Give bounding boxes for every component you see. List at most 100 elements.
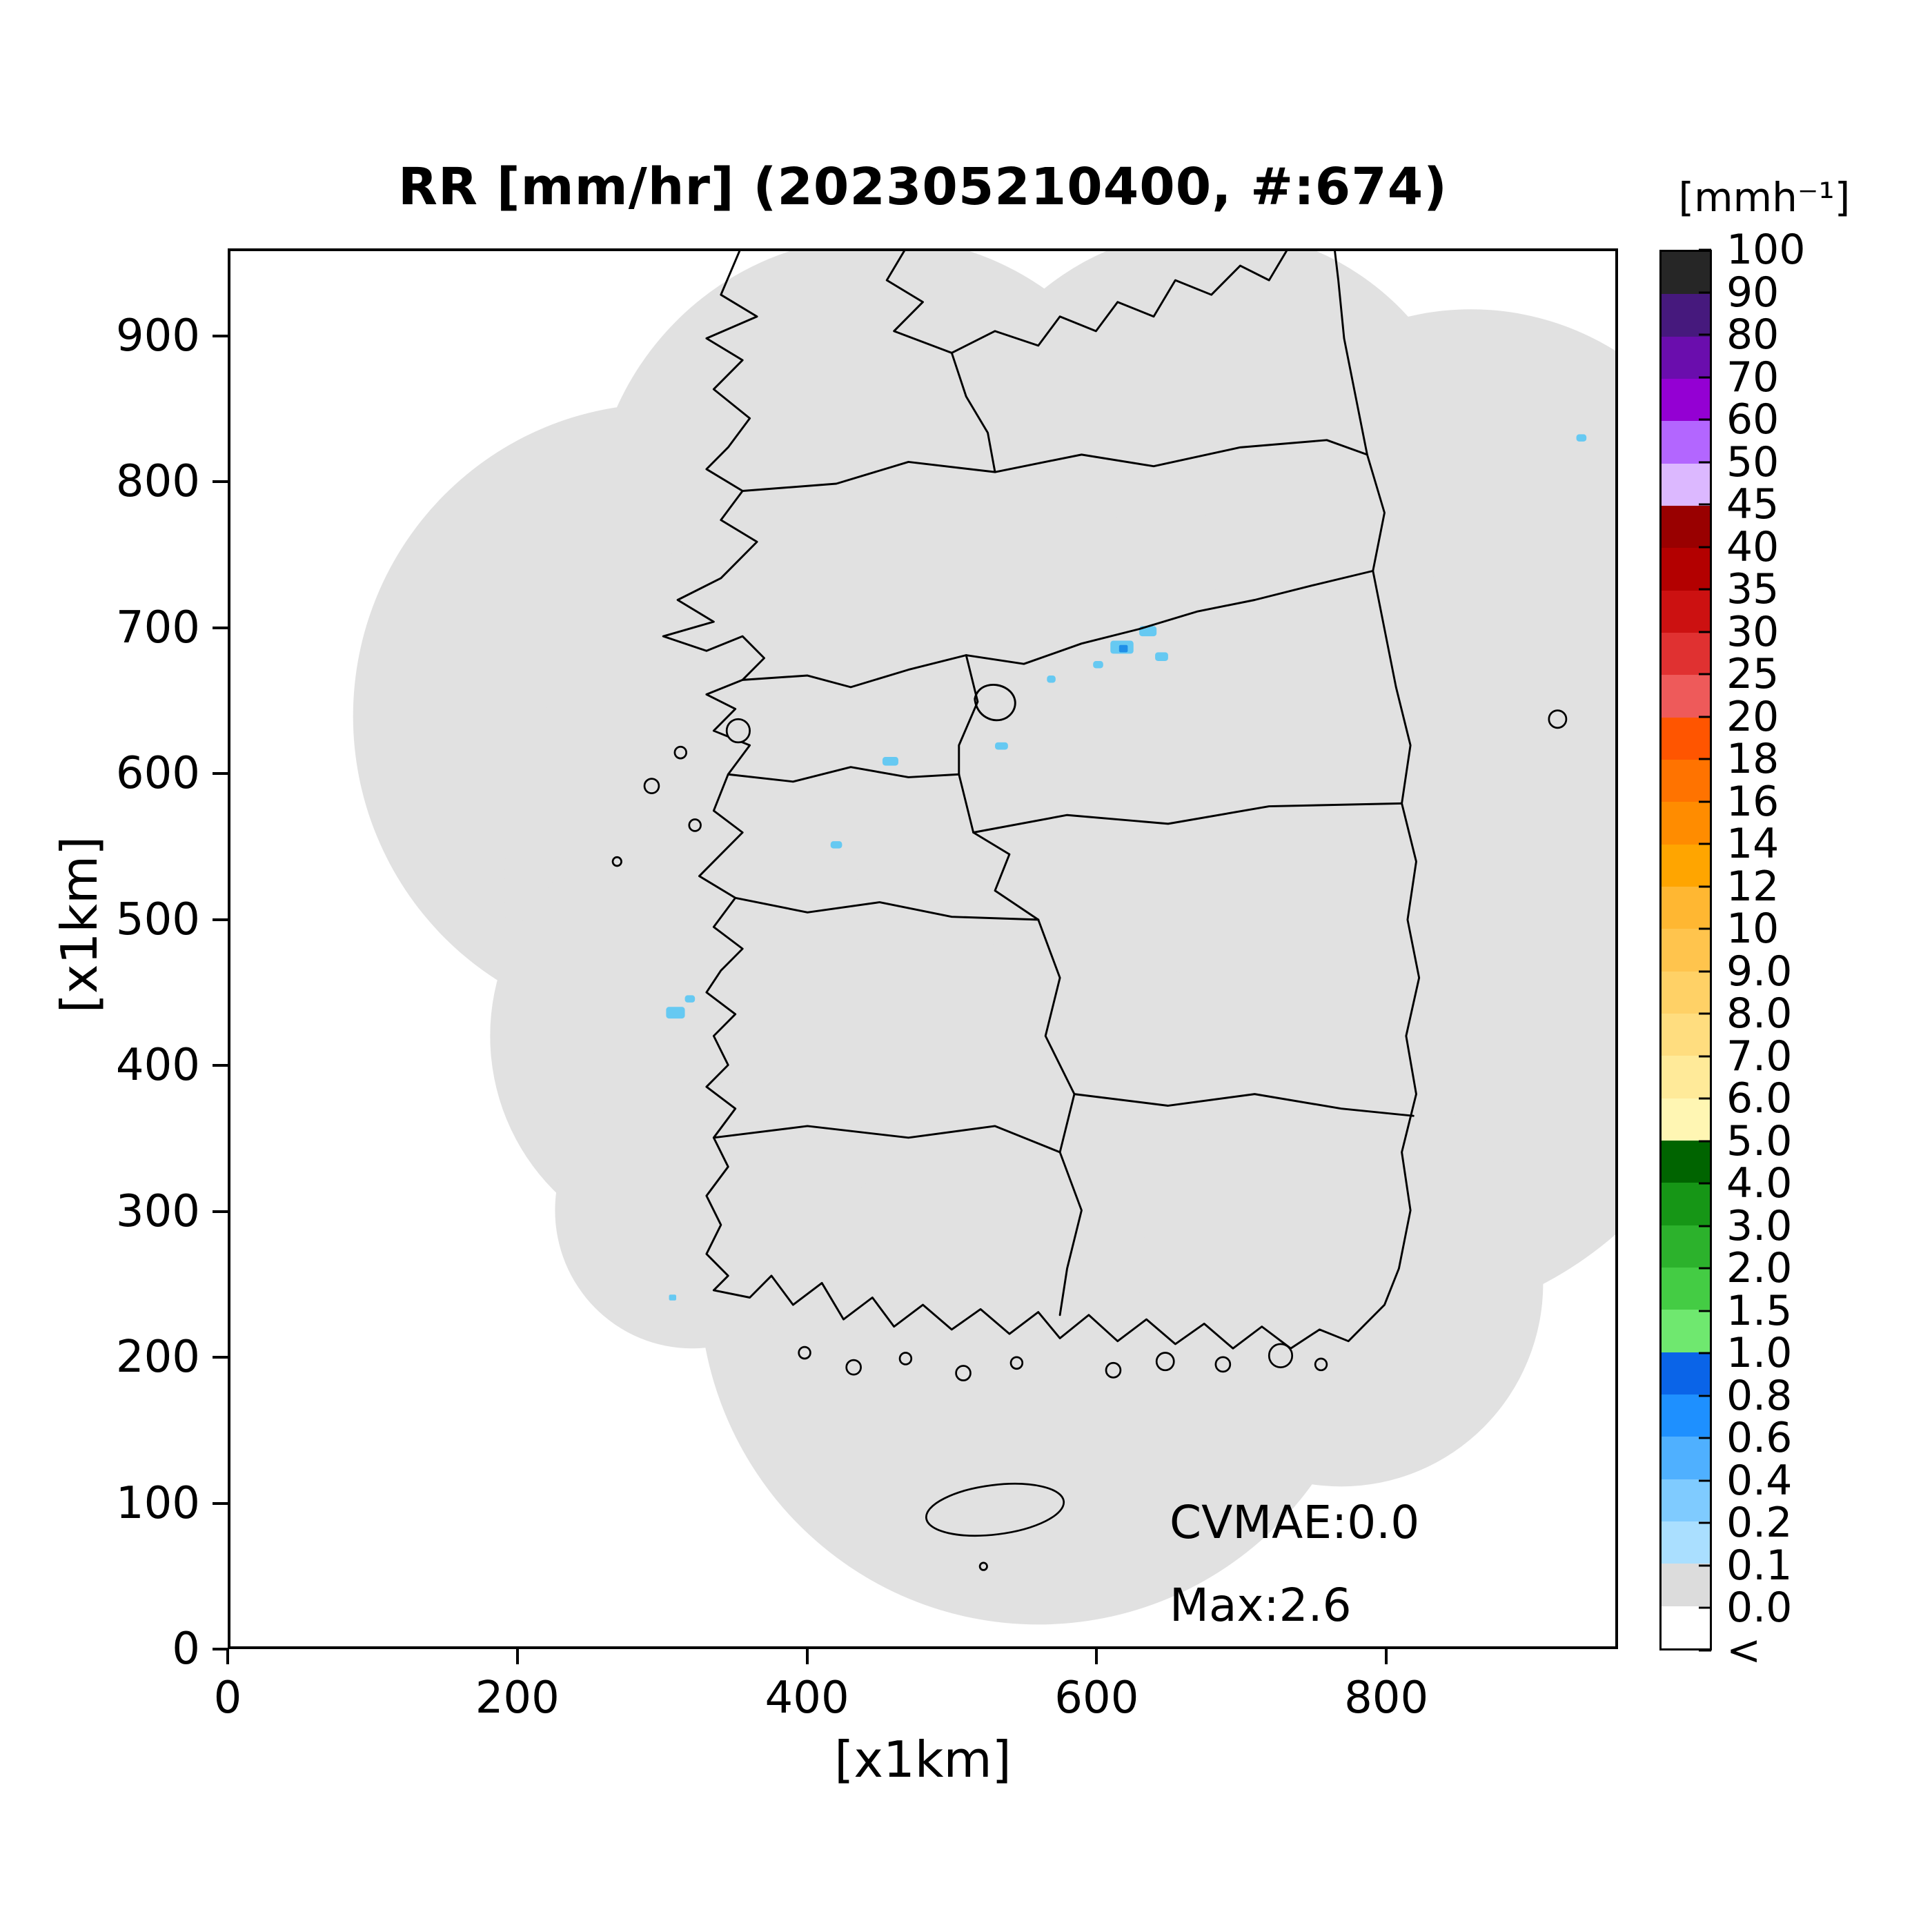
max-annotation: Max:2.6 (1170, 1579, 1352, 1632)
colorbar-label-2.0: 2.0 (1726, 1244, 1793, 1293)
colorbar-tick-0.6 (1699, 1437, 1711, 1439)
colorbar-label-0.2: 0.2 (1726, 1499, 1793, 1548)
colorbar-cell-10 (1662, 675, 1710, 718)
colorbar-label-5.0: 5.0 (1726, 1116, 1793, 1165)
colorbar-cell-29 (1662, 1479, 1710, 1521)
colorbar-tick-1.5 (1699, 1310, 1711, 1312)
y-axis-tick-label-0: 0 (172, 1624, 200, 1675)
colorbar-label-35: 35 (1726, 565, 1780, 614)
y-axis-tick-label-100: 100 (115, 1477, 200, 1529)
x-axis-tick-800 (1385, 1649, 1388, 1664)
colorbar (1659, 250, 1712, 1650)
x-axis-tick-label-600: 600 (1054, 1673, 1139, 1724)
islands (611, 709, 1568, 1571)
colorbar-label-70: 70 (1726, 353, 1780, 402)
colorbar-tick-1.0 (1699, 1352, 1711, 1354)
colorbar-label-60: 60 (1726, 395, 1780, 444)
radar-coverage-region (353, 251, 1615, 1625)
colorbar-label-9.0: 9.0 (1726, 947, 1793, 996)
x-axis-label: [x1km] (834, 1731, 1012, 1788)
map-svg (353, 251, 1615, 1625)
colorbar-cell-28 (1662, 1437, 1710, 1479)
colorbar-tick-9.0 (1699, 970, 1711, 973)
sk-province-line-d (734, 896, 1040, 921)
y-axis-tick-0 (213, 1648, 228, 1650)
colorbar-tick-60 (1699, 418, 1711, 421)
colorbar-label-30: 30 (1726, 607, 1780, 656)
colorbar-label-50: 50 (1726, 437, 1780, 486)
colorbar-label-90: 90 (1726, 268, 1780, 317)
colorbar-cell-1 (1662, 294, 1710, 337)
colorbar-tick-0.1 (1699, 1564, 1711, 1567)
x-axis-tick-label-800: 800 (1344, 1673, 1429, 1724)
dmz-line (741, 569, 1374, 689)
colorbar-label-<: < (1726, 1626, 1762, 1675)
colorbar-tick-50 (1699, 461, 1711, 464)
colorbar-tick-40 (1699, 546, 1711, 549)
colorbar-label-7.0: 7.0 (1726, 1032, 1793, 1081)
x-axis-tick-400 (805, 1649, 809, 1664)
x-axis-tick-label-400: 400 (765, 1673, 849, 1724)
colorbar-tick-4.0 (1699, 1182, 1711, 1185)
colorbar-tick-5.0 (1699, 1140, 1711, 1143)
colorbar-cell-14 (1662, 844, 1710, 887)
colorbar-label-0.4: 0.4 (1726, 1456, 1793, 1505)
jeju-islet (978, 1561, 988, 1571)
colorbar-cell-0 (1662, 252, 1710, 295)
y-axis-tick-200 (213, 1356, 228, 1359)
colorbar-cell-17 (1662, 971, 1710, 1014)
colorbar-tick-10 (1699, 927, 1711, 930)
y-axis-tick-label-900: 900 (115, 310, 200, 362)
colorbar-tick-0.0 (1699, 1606, 1711, 1609)
colorbar-label-14: 14 (1726, 820, 1780, 869)
colorbar-label-80: 80 (1726, 310, 1780, 359)
colorbar-label-20: 20 (1726, 692, 1780, 741)
figure-title: RR [mm/hr] (202305210400, #:674) (398, 157, 1448, 217)
colorbar-tick-100 (1699, 248, 1711, 251)
colorbar-cell-19 (1662, 1056, 1710, 1098)
sk-province-line-b (958, 654, 979, 776)
colorbar-tick-0.8 (1699, 1394, 1711, 1397)
northern-border-path (885, 251, 1288, 354)
colorbar-cell-2 (1662, 336, 1710, 379)
colorbar-label-8.0: 8.0 (1726, 989, 1793, 1038)
colorbar-tick-70 (1699, 376, 1711, 379)
colorbar-tick-12 (1699, 885, 1711, 888)
colorbar-label-4.0: 4.0 (1726, 1159, 1793, 1208)
colorbar-cell-25 (1662, 1310, 1710, 1352)
colorbar-tick-20 (1699, 716, 1711, 718)
sk-province-line-c (958, 773, 1403, 834)
y-axis-tick-label-400: 400 (115, 1040, 200, 1092)
colorbar-cell-22 (1662, 1183, 1710, 1225)
ulleung-island (1548, 709, 1568, 729)
colorbar-cell-31 (1662, 1564, 1710, 1606)
colorbar-cell-11 (1662, 717, 1710, 760)
y-axis-tick-label-600: 600 (115, 748, 200, 800)
colorbar-cell-27 (1662, 1394, 1710, 1437)
colorbar-cell-13 (1662, 802, 1710, 845)
x-axis-tick-label-0: 0 (213, 1673, 242, 1724)
ganghwa-island (725, 718, 751, 744)
y-axis-tick-label-300: 300 (115, 1185, 200, 1237)
y-axis-tick-600 (213, 772, 228, 776)
geoje-island (1268, 1343, 1294, 1368)
colorbar-label-40: 40 (1726, 522, 1780, 571)
colorbar-cell-6 (1662, 505, 1710, 549)
colorbar-label-25: 25 (1726, 650, 1780, 699)
colorbar-title: [mmh⁻¹] (1678, 174, 1851, 221)
x-axis-tick-600 (1095, 1649, 1098, 1664)
precipitation-cells (666, 434, 1587, 1301)
colorbar-tick-14 (1699, 842, 1711, 845)
colorbar-label-0.1: 0.1 (1726, 1541, 1793, 1590)
x-axis-tick-label-200: 200 (475, 1673, 560, 1724)
colorbar-tick-45 (1699, 503, 1711, 506)
colorbar-tick-30 (1699, 631, 1711, 633)
nk-province-line-1 (741, 439, 1368, 493)
colorbar-cell-23 (1662, 1225, 1710, 1268)
y-axis-tick-label-200: 200 (115, 1332, 200, 1383)
colorbar-cell-15 (1662, 886, 1710, 929)
colorbar-cell-5 (1662, 463, 1710, 506)
sk-province-line-g (1073, 1093, 1414, 1117)
colorbar-label-100: 100 (1726, 226, 1806, 274)
y-axis-tick-900 (213, 334, 228, 337)
